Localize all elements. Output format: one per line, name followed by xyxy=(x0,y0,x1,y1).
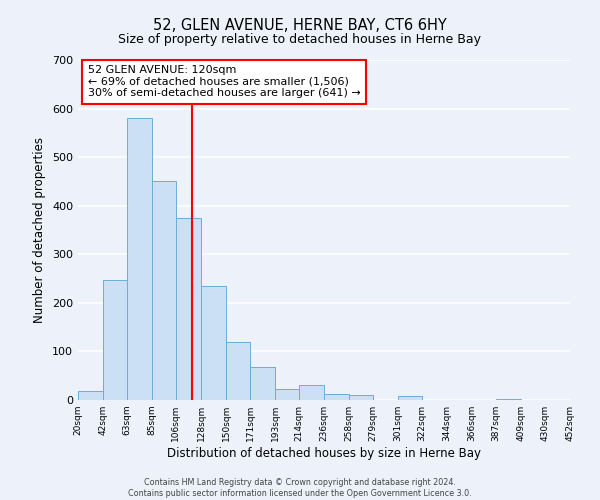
Bar xyxy=(324,394,349,400)
Text: 52, GLEN AVENUE, HERNE BAY, CT6 6HY: 52, GLEN AVENUE, HERNE BAY, CT6 6HY xyxy=(153,18,447,32)
Bar xyxy=(176,218,201,400)
Bar xyxy=(226,342,250,400)
Bar xyxy=(103,280,127,400)
Bar xyxy=(275,390,299,400)
Bar xyxy=(201,286,226,400)
Bar xyxy=(78,392,103,400)
Bar xyxy=(496,398,521,400)
Y-axis label: Number of detached properties: Number of detached properties xyxy=(34,137,46,323)
Bar xyxy=(152,182,176,400)
Text: Contains HM Land Registry data © Crown copyright and database right 2024.
Contai: Contains HM Land Registry data © Crown c… xyxy=(128,478,472,498)
Bar xyxy=(398,396,422,400)
Text: Size of property relative to detached houses in Herne Bay: Size of property relative to detached ho… xyxy=(119,32,482,46)
Bar xyxy=(127,118,152,400)
Text: 52 GLEN AVENUE: 120sqm
← 69% of detached houses are smaller (1,506)
30% of semi-: 52 GLEN AVENUE: 120sqm ← 69% of detached… xyxy=(88,65,361,98)
Bar xyxy=(250,368,275,400)
Bar xyxy=(349,395,373,400)
Bar xyxy=(299,386,324,400)
X-axis label: Distribution of detached houses by size in Herne Bay: Distribution of detached houses by size … xyxy=(167,447,481,460)
